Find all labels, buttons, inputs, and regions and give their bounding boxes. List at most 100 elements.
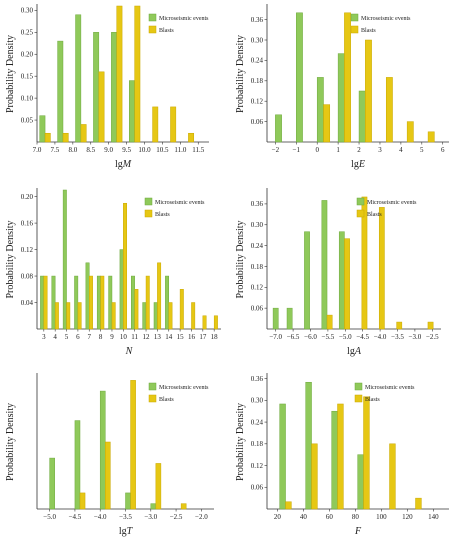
bar-microseismic xyxy=(286,307,293,330)
y-tick-label: 0.20 xyxy=(21,51,34,59)
x-tick-label: −6.0 xyxy=(304,333,317,341)
x-tick-label: −4.0 xyxy=(94,513,107,521)
x-tick-label: 11.5 xyxy=(192,146,204,154)
bar-blasts xyxy=(344,238,350,330)
y-tick-label: 0.12 xyxy=(251,462,264,470)
x-axis-title: F xyxy=(354,526,362,537)
y-axis-title: Probability Density xyxy=(5,220,16,298)
y-tick-label: 0.36 xyxy=(251,200,264,208)
bar-microseismic xyxy=(272,307,279,330)
legend-label-blasts: Blasts xyxy=(159,397,174,403)
x-tick-label: 40 xyxy=(300,513,308,521)
legend-swatch-microseismic xyxy=(354,382,363,391)
x-tick-label: 6 xyxy=(441,146,445,154)
y-tick-label: 0.05 xyxy=(21,116,34,124)
x-tick-label: −3.0 xyxy=(409,333,422,341)
legend-swatch-blasts xyxy=(350,25,359,34)
y-axis-title: Probability Density xyxy=(5,403,16,481)
legend: Microseismic events Blasts xyxy=(144,197,205,218)
x-tick-label: −2.5 xyxy=(426,333,439,341)
bar-microseismic xyxy=(304,231,310,330)
chart-panel-lgE: 0.06 0.12 0.18 0.24 0.30 0.36 −2 −1 0 1 2 3 4 5 6 Proba… xyxy=(235,4,449,170)
bar-microseismic xyxy=(96,275,101,330)
x-tick-label: 10.5 xyxy=(156,146,169,154)
legend: Microseismic events Blasts xyxy=(356,197,417,218)
y-tick-label: 0.18 xyxy=(251,440,264,448)
bar-microseismic xyxy=(305,381,312,510)
x-tick-label: −6.5 xyxy=(287,333,300,341)
bar-microseismic xyxy=(331,410,338,510)
bar-blasts xyxy=(134,289,139,330)
legend-label-microseismic: Microseismic events xyxy=(365,385,415,391)
bar-blasts xyxy=(427,131,435,143)
x-tick-label: 16 xyxy=(188,333,196,341)
x-tick-label: 60 xyxy=(326,513,334,521)
x-tick-label: −5.5 xyxy=(322,333,335,341)
x-axis-title-variable: F xyxy=(354,526,362,537)
x-axis-title: lgA xyxy=(347,346,362,357)
x-tick-label: 14 xyxy=(165,333,173,341)
legend-swatch-microseismic xyxy=(350,13,359,22)
x-tick-label: 3 xyxy=(42,333,46,341)
bar-microseismic xyxy=(279,403,286,510)
x-axis-title: lgM xyxy=(115,159,132,170)
legend-label-microseismic: Microseismic events xyxy=(367,200,417,206)
bar-blasts xyxy=(415,497,422,510)
bar-microseismic xyxy=(111,32,117,143)
bar-microseismic xyxy=(321,200,328,330)
legend: Microseismic events Blasts xyxy=(350,13,411,34)
bar-blasts xyxy=(77,302,82,330)
x-tick-label: −4.5 xyxy=(69,513,82,521)
y-axis-title: Probability Density xyxy=(5,35,16,113)
y-tick-label: 0.04 xyxy=(21,299,34,307)
x-tick-label: 1 xyxy=(336,146,340,154)
bar-microseismic xyxy=(125,492,131,510)
x-tick-label: −3.5 xyxy=(391,333,404,341)
bar-blasts xyxy=(361,196,368,330)
x-tick-label: −4.5 xyxy=(356,333,369,341)
x-axis-title-prefix: lg xyxy=(347,346,355,357)
y-tick-label: 0.24 xyxy=(251,418,264,426)
bar-microseismic xyxy=(74,420,81,510)
y-tick-label: 0.30 xyxy=(251,36,264,44)
x-axis-title-prefix: lg xyxy=(115,159,123,170)
x-tick-label: −5.0 xyxy=(339,333,352,341)
bar-blasts xyxy=(79,492,86,510)
x-tick-label: 80 xyxy=(352,513,360,521)
bar-microseismic xyxy=(93,32,100,143)
x-tick-label: 3 xyxy=(378,146,382,154)
x-axis-title-prefix: lg xyxy=(351,159,359,170)
bar-microseismic xyxy=(57,40,64,143)
y-tick-label: 0.30 xyxy=(21,7,34,15)
bar-blasts xyxy=(168,302,173,330)
y-tick-label: 0.15 xyxy=(21,72,34,80)
x-tick-label: 11.0 xyxy=(174,146,186,154)
x-tick-label: 0 xyxy=(315,146,319,154)
bar-blasts xyxy=(100,275,105,330)
bar-blasts xyxy=(326,314,333,330)
x-tick-label: 120 xyxy=(402,513,413,521)
legend-label-microseismic: Microseismic events xyxy=(159,385,209,391)
legend-label-blasts: Blasts xyxy=(361,28,376,34)
bar-blasts xyxy=(427,321,434,330)
y-tick-label: 0.24 xyxy=(251,242,264,250)
x-tick-label: 4 xyxy=(53,333,57,341)
y-tick-label: 0.06 xyxy=(251,304,264,312)
bar-blasts xyxy=(66,302,71,330)
legend-label-blasts: Blasts xyxy=(365,397,380,403)
bar-microseismic xyxy=(62,189,67,330)
bar-blasts xyxy=(202,315,207,330)
legend-swatch-microseismic xyxy=(148,13,157,22)
y-tick-label: 0.20 xyxy=(21,193,34,201)
legend-swatch-blasts xyxy=(144,209,153,218)
bar-blasts xyxy=(180,503,187,510)
y-tick-label: 0.16 xyxy=(21,219,34,227)
bar-blasts xyxy=(170,106,177,143)
y-tick-label: 0.06 xyxy=(251,484,264,492)
legend-swatch-blasts xyxy=(148,394,157,403)
legend-swatch-microseismic xyxy=(148,382,157,391)
bar-blasts xyxy=(123,202,127,330)
bar-microseismic xyxy=(49,457,55,510)
y-tick-label: 0.24 xyxy=(251,57,264,65)
y-tick-label: 0.06 xyxy=(251,118,264,126)
